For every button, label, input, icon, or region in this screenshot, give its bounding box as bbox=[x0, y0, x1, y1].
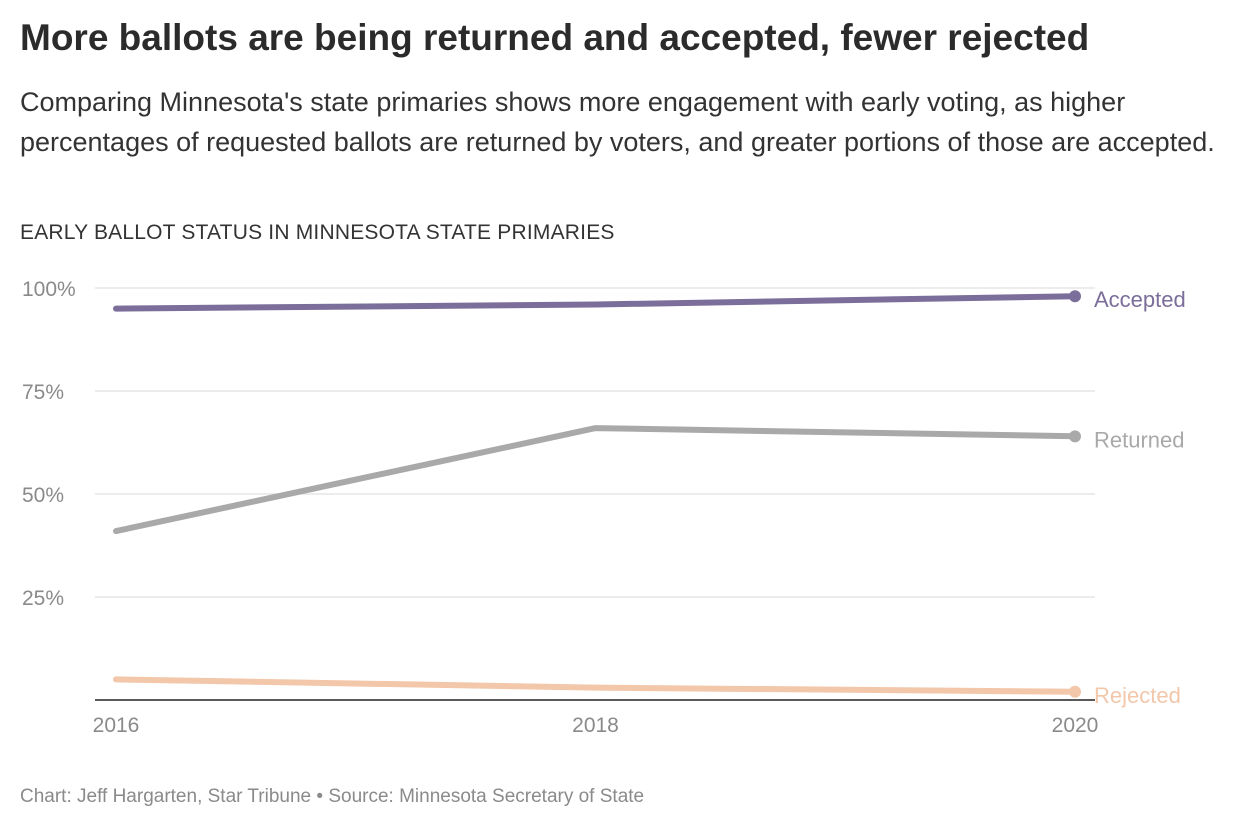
dek: Comparing Minnesota's state primaries sh… bbox=[20, 87, 1215, 157]
series-endpoint-rejected bbox=[1069, 685, 1081, 698]
series-labels: Accepted Returned Rejected bbox=[1094, 287, 1186, 708]
x-axis-ticks: 2016 2018 2020 bbox=[93, 714, 1099, 737]
series-endpoint-returned bbox=[1069, 430, 1081, 443]
x-tick-label: 2016 bbox=[93, 714, 140, 737]
credit-line: Chart: Jeff Hargarten, Star Tribune • So… bbox=[20, 786, 645, 807]
series-lines bbox=[113, 290, 1081, 698]
y-tick-label: 75% bbox=[22, 381, 64, 404]
gridlines bbox=[95, 287, 1095, 598]
y-axis-ticks: 25% 50% 75% 100% bbox=[22, 278, 76, 610]
series-line-accepted bbox=[113, 293, 1078, 312]
headline: More ballots are being returned and acce… bbox=[20, 17, 1090, 58]
y-tick-label: 50% bbox=[22, 484, 64, 507]
x-tick-label: 2018 bbox=[572, 714, 619, 737]
series-label-accepted: Accepted bbox=[1094, 287, 1186, 312]
y-tick-label: 100% bbox=[22, 278, 76, 301]
y-tick-label: 25% bbox=[22, 587, 64, 610]
series-line-returned bbox=[113, 425, 1078, 535]
series-label-returned: Returned bbox=[1094, 427, 1185, 452]
chart-title: EARLY BALLOT STATUS IN MINNESOTA STATE P… bbox=[20, 221, 615, 244]
x-tick-label: 2020 bbox=[1052, 714, 1099, 737]
series-label-rejected: Rejected bbox=[1094, 683, 1181, 708]
series-endpoint-accepted bbox=[1069, 290, 1081, 303]
series-line-rejected bbox=[113, 676, 1078, 695]
